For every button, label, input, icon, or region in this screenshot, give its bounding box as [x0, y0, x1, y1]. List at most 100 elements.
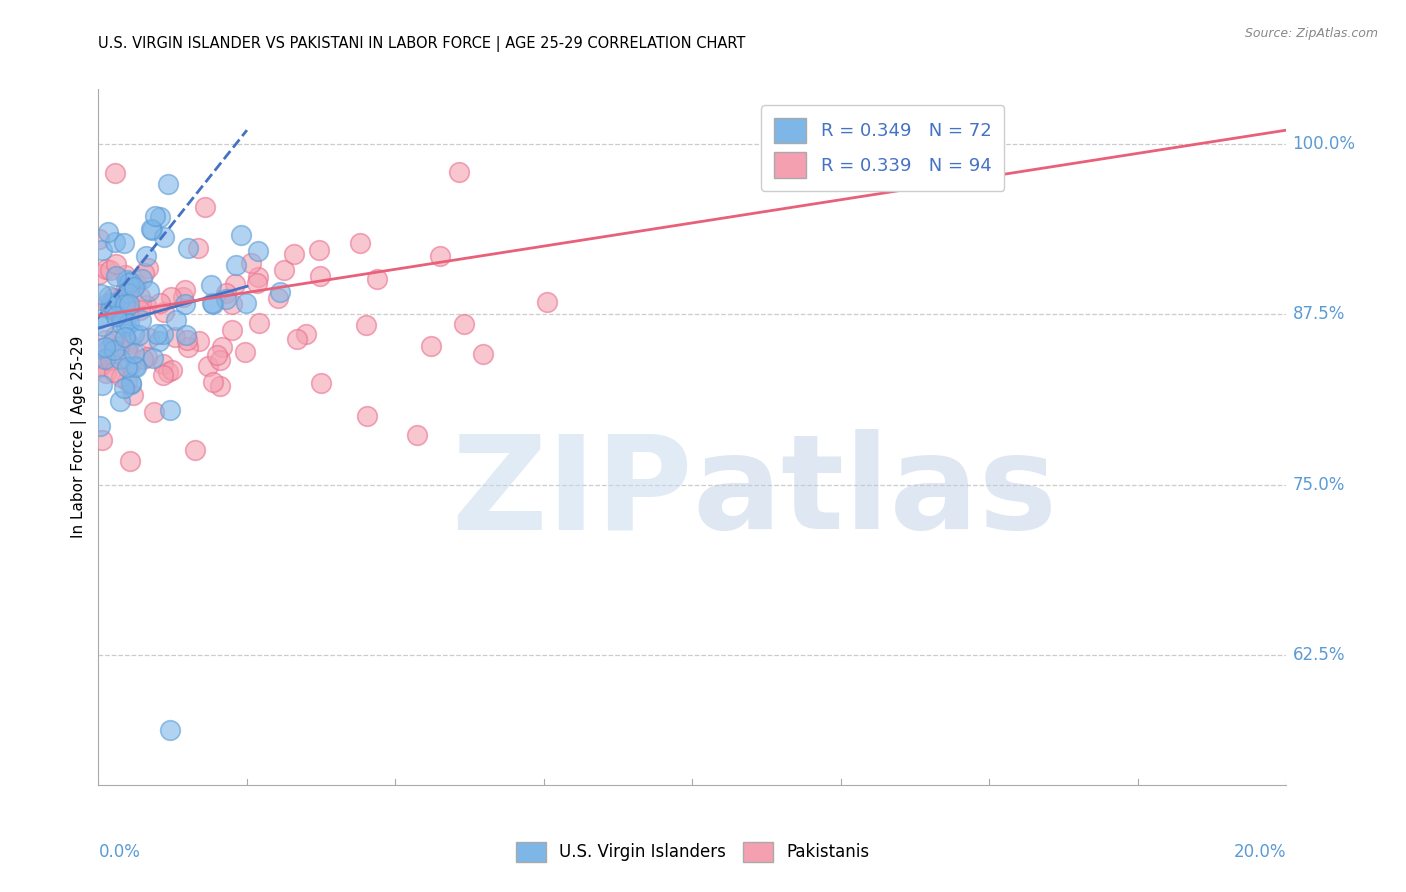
- Point: [472, 347, 495, 361]
- Point: [108, 351, 131, 366]
- Text: 100.0%: 100.0%: [1292, 135, 1355, 153]
- Point: [405, 428, 427, 442]
- Point: [115, 281, 138, 295]
- Point: [118, 454, 141, 468]
- Point: [110, 316, 132, 330]
- Point: [87, 361, 110, 376]
- Point: [152, 326, 174, 341]
- Point: [100, 303, 122, 318]
- Text: U.S. VIRGIN ISLANDER VS PAKISTANI IN LABOR FORCE | AGE 25-29 CORRELATION CHART: U.S. VIRGIN ISLANDER VS PAKISTANI IN LAB…: [98, 36, 745, 52]
- Point: [136, 260, 159, 275]
- Point: [153, 304, 176, 318]
- Point: [94, 340, 117, 354]
- Point: [354, 318, 377, 332]
- Point: [146, 326, 169, 341]
- Point: [122, 346, 145, 360]
- Point: [349, 236, 371, 251]
- Point: [115, 360, 138, 375]
- Point: [122, 388, 145, 402]
- Text: 87.5%: 87.5%: [1292, 305, 1344, 323]
- Point: [115, 318, 138, 333]
- Point: [125, 277, 148, 291]
- Text: 75.0%: 75.0%: [1292, 475, 1344, 494]
- Point: [118, 317, 141, 331]
- Point: [91, 319, 114, 334]
- Point: [429, 249, 451, 263]
- Point: [112, 236, 135, 251]
- Point: [269, 285, 291, 299]
- Point: [453, 317, 475, 331]
- Point: [124, 359, 146, 373]
- Point: [117, 374, 139, 388]
- Point: [356, 409, 378, 423]
- Point: [159, 403, 181, 417]
- Point: [122, 327, 145, 342]
- Text: atlas: atlas: [692, 429, 1057, 557]
- Point: [110, 369, 132, 384]
- Point: [122, 280, 145, 294]
- Point: [117, 334, 139, 349]
- Point: [117, 343, 139, 358]
- Point: [105, 268, 128, 283]
- Point: [90, 433, 112, 447]
- Point: [128, 327, 150, 342]
- Point: [94, 262, 117, 277]
- Point: [132, 266, 155, 280]
- Point: [129, 312, 152, 326]
- Point: [105, 257, 128, 271]
- Point: [153, 230, 176, 244]
- Point: [94, 343, 117, 358]
- Point: [103, 334, 125, 348]
- Point: [174, 283, 197, 297]
- Text: 62.5%: 62.5%: [1292, 647, 1346, 665]
- Point: [98, 262, 121, 277]
- Point: [103, 365, 125, 379]
- Point: [420, 339, 443, 353]
- Point: [366, 271, 388, 285]
- Point: [91, 378, 114, 392]
- Point: [229, 227, 252, 242]
- Point: [221, 297, 243, 311]
- Point: [214, 292, 236, 306]
- Point: [141, 223, 163, 237]
- Point: [118, 297, 141, 311]
- Point: [273, 262, 295, 277]
- Point: [449, 165, 471, 179]
- Point: [129, 303, 152, 318]
- Text: 0.0%: 0.0%: [98, 843, 141, 861]
- Point: [233, 345, 256, 359]
- Point: [117, 276, 139, 290]
- Point: [91, 358, 114, 372]
- Text: Source: ZipAtlas.com: Source: ZipAtlas.com: [1244, 27, 1378, 40]
- Y-axis label: In Labor Force | Age 25-29: In Labor Force | Age 25-29: [72, 336, 87, 538]
- Point: [211, 339, 233, 353]
- Legend: U.S. Virgin Islanders, Pakistanis: U.S. Virgin Islanders, Pakistanis: [509, 835, 876, 869]
- Point: [97, 226, 120, 240]
- Point: [156, 177, 179, 191]
- Point: [247, 270, 270, 285]
- Point: [96, 367, 118, 381]
- Point: [165, 313, 187, 327]
- Point: [120, 359, 142, 373]
- Point: [112, 381, 135, 395]
- Point: [114, 329, 136, 343]
- Point: [114, 268, 136, 282]
- Point: [100, 295, 122, 310]
- Point: [143, 405, 166, 419]
- Point: [177, 241, 200, 255]
- Point: [89, 232, 111, 246]
- Point: [283, 246, 305, 260]
- Point: [89, 418, 111, 433]
- Point: [110, 393, 132, 408]
- Point: [201, 297, 224, 311]
- Point: [117, 303, 139, 318]
- Point: [142, 351, 165, 365]
- Point: [91, 341, 114, 355]
- Point: [98, 289, 121, 303]
- Point: [138, 331, 160, 345]
- Point: [103, 343, 125, 357]
- Point: [152, 368, 174, 382]
- Point: [308, 269, 330, 284]
- Point: [128, 290, 150, 304]
- Point: [117, 286, 139, 301]
